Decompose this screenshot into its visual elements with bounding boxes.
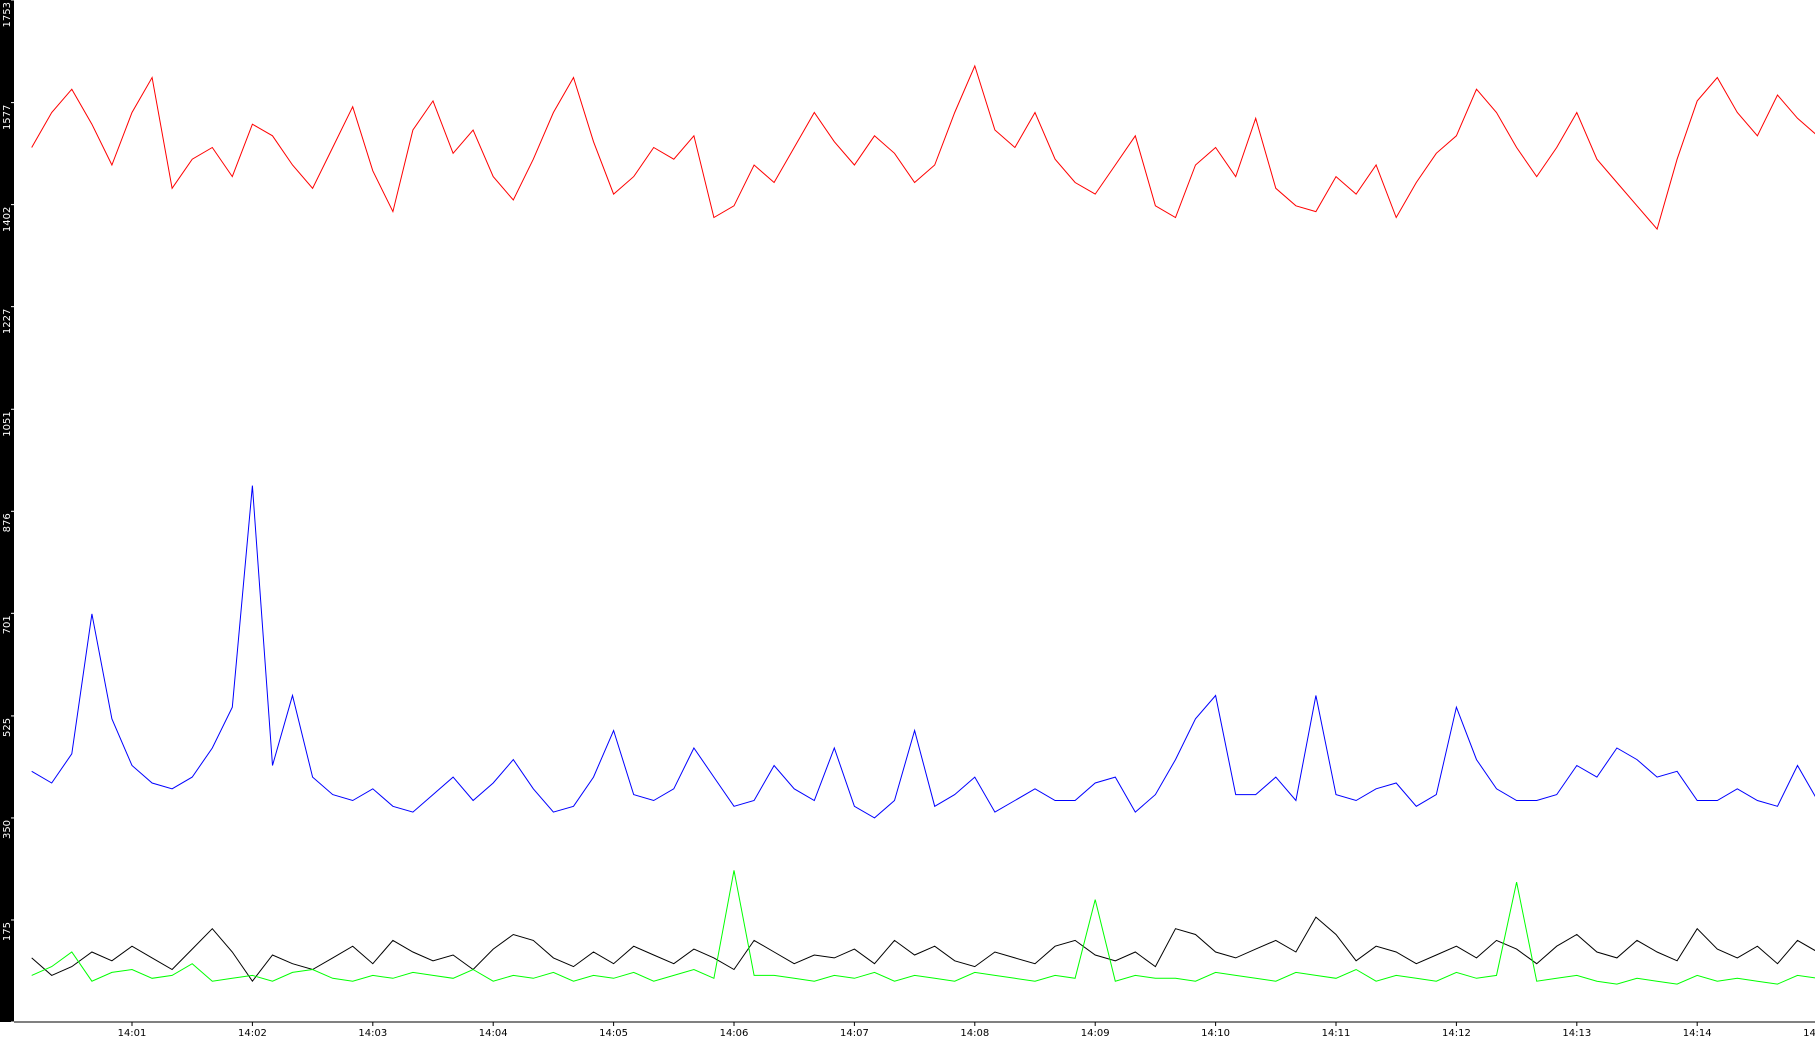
series-line bbox=[31, 870, 1815, 985]
y-tick-label: 175 bbox=[2, 922, 13, 941]
x-tick-label: 14:08 bbox=[960, 1028, 989, 1039]
y-tick-label: 1402 bbox=[2, 207, 13, 232]
y-tick-label: 1227 bbox=[2, 309, 13, 334]
y-tick-label: 876 bbox=[2, 513, 13, 532]
y-axis-strip bbox=[0, 0, 14, 1022]
x-tick-label: 14:05 bbox=[599, 1028, 628, 1039]
x-tick-label: 14:03 bbox=[358, 1028, 387, 1039]
x-tick-label: 14:04 bbox=[479, 1028, 508, 1039]
y-tick-label: 701 bbox=[2, 615, 13, 634]
y-tick-label: 0 bbox=[2, 1022, 13, 1028]
x-tick-label: 14:09 bbox=[1081, 1028, 1110, 1039]
x-tick-label: 14:10 bbox=[1201, 1028, 1230, 1039]
series-line bbox=[31, 64, 1815, 231]
x-tick-label: 14:14 bbox=[1683, 1028, 1712, 1039]
x-tick-label: 14:15 bbox=[1803, 1028, 1815, 1039]
y-tick-label: 525 bbox=[2, 718, 13, 737]
x-tick-label: 14:07 bbox=[840, 1028, 869, 1039]
y-tick-label: 1577 bbox=[2, 105, 13, 130]
series-line bbox=[31, 916, 1815, 983]
x-tick-label: 14:12 bbox=[1442, 1028, 1471, 1039]
y-tick-label: 1051 bbox=[2, 411, 13, 436]
y-tick-label: 350 bbox=[2, 820, 13, 839]
x-tick-label: 14:02 bbox=[238, 1028, 267, 1039]
x-tick-label: 14:01 bbox=[118, 1028, 147, 1039]
x-tick-label: 14:13 bbox=[1562, 1028, 1591, 1039]
y-tick-label: 1753 bbox=[2, 2, 13, 27]
series-line bbox=[31, 485, 1815, 819]
x-tick-label: 14:11 bbox=[1322, 1028, 1351, 1039]
x-tick-label: 14:06 bbox=[720, 1028, 749, 1039]
